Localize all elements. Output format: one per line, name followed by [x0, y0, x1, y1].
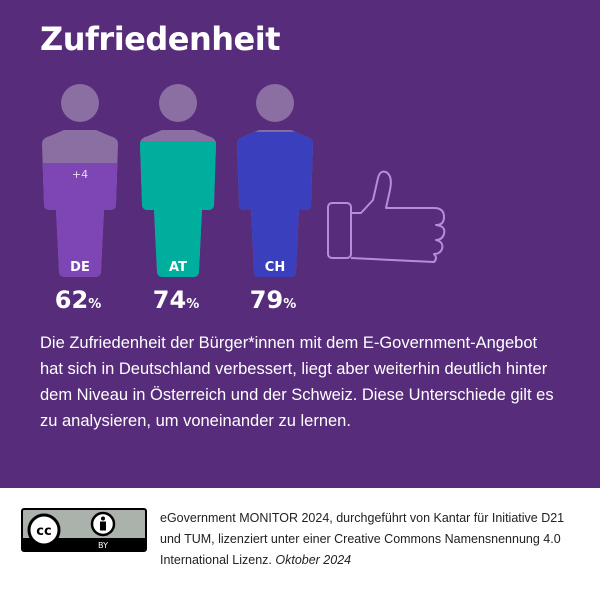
credit-text: eGovernment MONITOR 2024, durchgeführt v… — [160, 511, 565, 567]
person-chart: DE 62% +4 AT 74% CH 79% — [42, 84, 446, 314]
cc-by-icon: cc BY — [21, 508, 147, 552]
category-label: DE — [70, 260, 90, 275]
person-at: AT 74% — [140, 84, 216, 314]
value-label: 79% — [250, 286, 296, 314]
value-label: 74% — [153, 286, 199, 314]
person-ch: CH 79% — [237, 84, 313, 314]
value-label: 62% — [55, 286, 101, 314]
credit-date: Oktober 2024 — [275, 553, 352, 567]
thumbs-up-icon — [327, 170, 446, 263]
category-label: CH — [265, 260, 285, 275]
footer-credit: eGovernment MONITOR 2024, durchgeführt v… — [160, 508, 580, 571]
person-head — [256, 84, 294, 122]
page-title: Zufriedenheit — [40, 20, 281, 58]
person-head — [159, 84, 197, 122]
svg-text:cc: cc — [36, 524, 51, 539]
fill-bar-at — [140, 141, 216, 277]
infographic-panel: Zufriedenheit DE 62% +4 AT 74% CH 79% Die Zufr… — [0, 0, 600, 488]
change-annotation: +4 — [72, 168, 88, 181]
category-label: AT — [169, 260, 187, 275]
person-head — [61, 84, 99, 122]
description: Die Zufriedenheit der Bürger*innen mit d… — [40, 334, 554, 430]
fill-bar-ch — [237, 131, 313, 277]
svg-text:BY: BY — [98, 541, 108, 550]
person-de: DE 62% +4 — [42, 84, 118, 314]
